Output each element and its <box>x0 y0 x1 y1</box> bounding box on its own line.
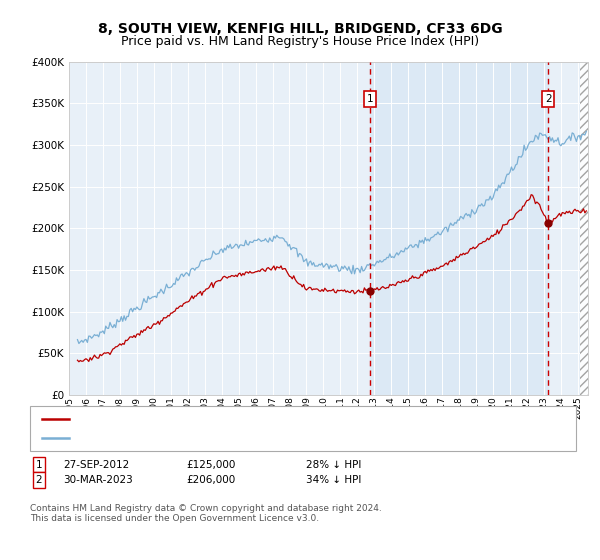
Bar <box>580 62 600 395</box>
Text: 1: 1 <box>35 460 43 470</box>
Text: 2: 2 <box>35 475 43 485</box>
Text: HPI: Average price, detached house, Bridgend: HPI: Average price, detached house, Brid… <box>75 433 315 444</box>
Bar <box>370 62 548 395</box>
Text: 8, SOUTH VIEW, KENFIG HILL, BRIDGEND, CF33 6DG: 8, SOUTH VIEW, KENFIG HILL, BRIDGEND, CF… <box>98 22 502 36</box>
Text: 2: 2 <box>545 94 551 104</box>
Text: Price paid vs. HM Land Registry's House Price Index (HPI): Price paid vs. HM Land Registry's House … <box>121 35 479 48</box>
Text: 8, SOUTH VIEW, KENFIG HILL, BRIDGEND, CF33 6DG (detached house): 8, SOUTH VIEW, KENFIG HILL, BRIDGEND, CF… <box>75 414 441 424</box>
Text: £206,000: £206,000 <box>186 475 235 485</box>
Text: 27-SEP-2012: 27-SEP-2012 <box>63 460 129 470</box>
Text: 34% ↓ HPI: 34% ↓ HPI <box>306 475 361 485</box>
Text: 30-MAR-2023: 30-MAR-2023 <box>63 475 133 485</box>
Text: 28% ↓ HPI: 28% ↓ HPI <box>306 460 361 470</box>
Text: £125,000: £125,000 <box>186 460 235 470</box>
Text: Contains HM Land Registry data © Crown copyright and database right 2024.
This d: Contains HM Land Registry data © Crown c… <box>30 504 382 524</box>
Text: 1: 1 <box>367 94 373 104</box>
